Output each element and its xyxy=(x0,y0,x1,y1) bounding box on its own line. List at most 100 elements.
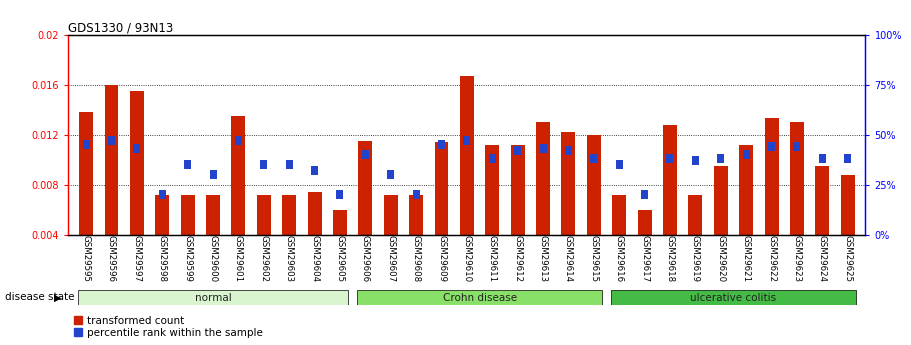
Bar xyxy=(663,125,677,235)
Text: GDS1330 / 93N13: GDS1330 / 93N13 xyxy=(68,21,174,34)
Text: normal: normal xyxy=(195,293,231,303)
Bar xyxy=(486,145,499,235)
Text: GSM29600: GSM29600 xyxy=(209,235,218,282)
Text: GSM29601: GSM29601 xyxy=(234,235,243,282)
Bar xyxy=(790,122,804,235)
Bar xyxy=(689,195,702,235)
Bar xyxy=(565,146,572,155)
Bar xyxy=(133,144,140,153)
Bar xyxy=(514,146,521,155)
Bar xyxy=(336,190,343,199)
Text: GSM29607: GSM29607 xyxy=(386,235,395,282)
Bar xyxy=(590,154,598,163)
Legend: transformed count, percentile rank within the sample: transformed count, percentile rank withi… xyxy=(74,316,263,338)
Bar xyxy=(362,150,369,159)
Text: GSM29613: GSM29613 xyxy=(538,235,548,282)
Text: GSM29599: GSM29599 xyxy=(183,235,192,282)
Bar xyxy=(108,136,115,145)
Text: GSM29602: GSM29602 xyxy=(260,235,269,282)
Bar xyxy=(739,145,753,235)
Bar xyxy=(159,190,166,199)
Text: GSM29609: GSM29609 xyxy=(437,235,446,282)
Text: GSM29598: GSM29598 xyxy=(158,235,167,282)
Text: GSM29604: GSM29604 xyxy=(310,235,319,282)
Bar xyxy=(717,154,724,163)
Bar xyxy=(308,192,322,235)
Bar xyxy=(641,190,648,199)
Text: GSM29622: GSM29622 xyxy=(767,235,776,282)
Bar xyxy=(83,140,89,149)
Bar xyxy=(231,116,245,235)
Text: GSM29621: GSM29621 xyxy=(742,235,751,282)
Bar xyxy=(612,195,626,235)
Bar xyxy=(638,209,651,235)
Bar xyxy=(691,156,699,165)
Text: disease state: disease state xyxy=(5,293,74,302)
Text: Crohn disease: Crohn disease xyxy=(443,293,517,303)
Bar xyxy=(413,190,420,199)
Text: GSM29619: GSM29619 xyxy=(691,235,700,282)
Text: GSM29596: GSM29596 xyxy=(107,235,116,282)
Bar xyxy=(286,160,292,169)
Bar xyxy=(210,170,217,179)
Text: GSM29608: GSM29608 xyxy=(412,235,421,282)
Bar xyxy=(464,136,470,145)
Bar xyxy=(742,150,750,159)
Bar xyxy=(235,136,242,145)
Bar xyxy=(155,195,169,235)
Bar xyxy=(184,160,191,169)
Bar xyxy=(261,160,267,169)
Text: GSM29610: GSM29610 xyxy=(463,235,471,282)
Text: GSM29617: GSM29617 xyxy=(640,235,650,282)
Text: ▶: ▶ xyxy=(55,293,62,302)
Text: GSM29606: GSM29606 xyxy=(361,235,370,282)
Bar xyxy=(384,195,398,235)
Text: GSM29612: GSM29612 xyxy=(513,235,522,282)
Bar xyxy=(536,122,550,235)
Bar xyxy=(764,118,779,235)
Text: GSM29614: GSM29614 xyxy=(564,235,573,282)
Bar xyxy=(79,112,93,235)
Text: GSM29605: GSM29605 xyxy=(335,235,344,282)
Text: ulcerative colitis: ulcerative colitis xyxy=(691,293,776,303)
Bar xyxy=(489,154,496,163)
Bar xyxy=(616,160,623,169)
Text: GSM29611: GSM29611 xyxy=(487,235,496,282)
Bar xyxy=(768,142,775,151)
Text: GSM29618: GSM29618 xyxy=(665,235,674,282)
Text: GSM29615: GSM29615 xyxy=(589,235,599,282)
Bar xyxy=(561,132,576,235)
Text: GSM29616: GSM29616 xyxy=(615,235,624,282)
Text: GSM29624: GSM29624 xyxy=(818,235,827,282)
Bar xyxy=(587,135,600,235)
Bar xyxy=(460,76,474,235)
Bar xyxy=(841,175,855,235)
Bar xyxy=(844,154,851,163)
Bar xyxy=(282,195,296,235)
Bar xyxy=(387,170,394,179)
Bar xyxy=(667,154,673,163)
Text: GSM29595: GSM29595 xyxy=(82,235,90,282)
Bar xyxy=(819,154,825,163)
Text: GSM29625: GSM29625 xyxy=(844,235,852,282)
Bar xyxy=(409,195,423,235)
Bar xyxy=(333,209,347,235)
Bar xyxy=(257,195,271,235)
Text: GSM29597: GSM29597 xyxy=(132,235,141,282)
Text: GSM29623: GSM29623 xyxy=(793,235,802,282)
Bar xyxy=(358,141,373,235)
Bar xyxy=(611,290,856,305)
Bar xyxy=(105,85,118,235)
Bar xyxy=(539,144,547,153)
Bar xyxy=(130,91,144,235)
Bar xyxy=(713,166,728,235)
Bar xyxy=(815,166,829,235)
Text: GSM29603: GSM29603 xyxy=(284,235,293,282)
Bar xyxy=(511,145,525,235)
Bar xyxy=(793,142,801,151)
Bar xyxy=(77,290,348,305)
Bar xyxy=(435,142,448,235)
Bar xyxy=(438,140,445,149)
Bar xyxy=(357,290,602,305)
Bar xyxy=(180,195,195,235)
